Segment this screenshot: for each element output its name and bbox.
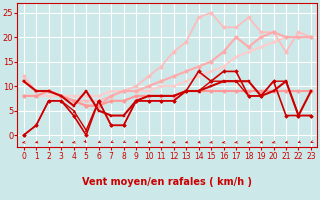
X-axis label: Vent moyen/en rafales ( km/h ): Vent moyen/en rafales ( km/h ) bbox=[82, 177, 252, 187]
